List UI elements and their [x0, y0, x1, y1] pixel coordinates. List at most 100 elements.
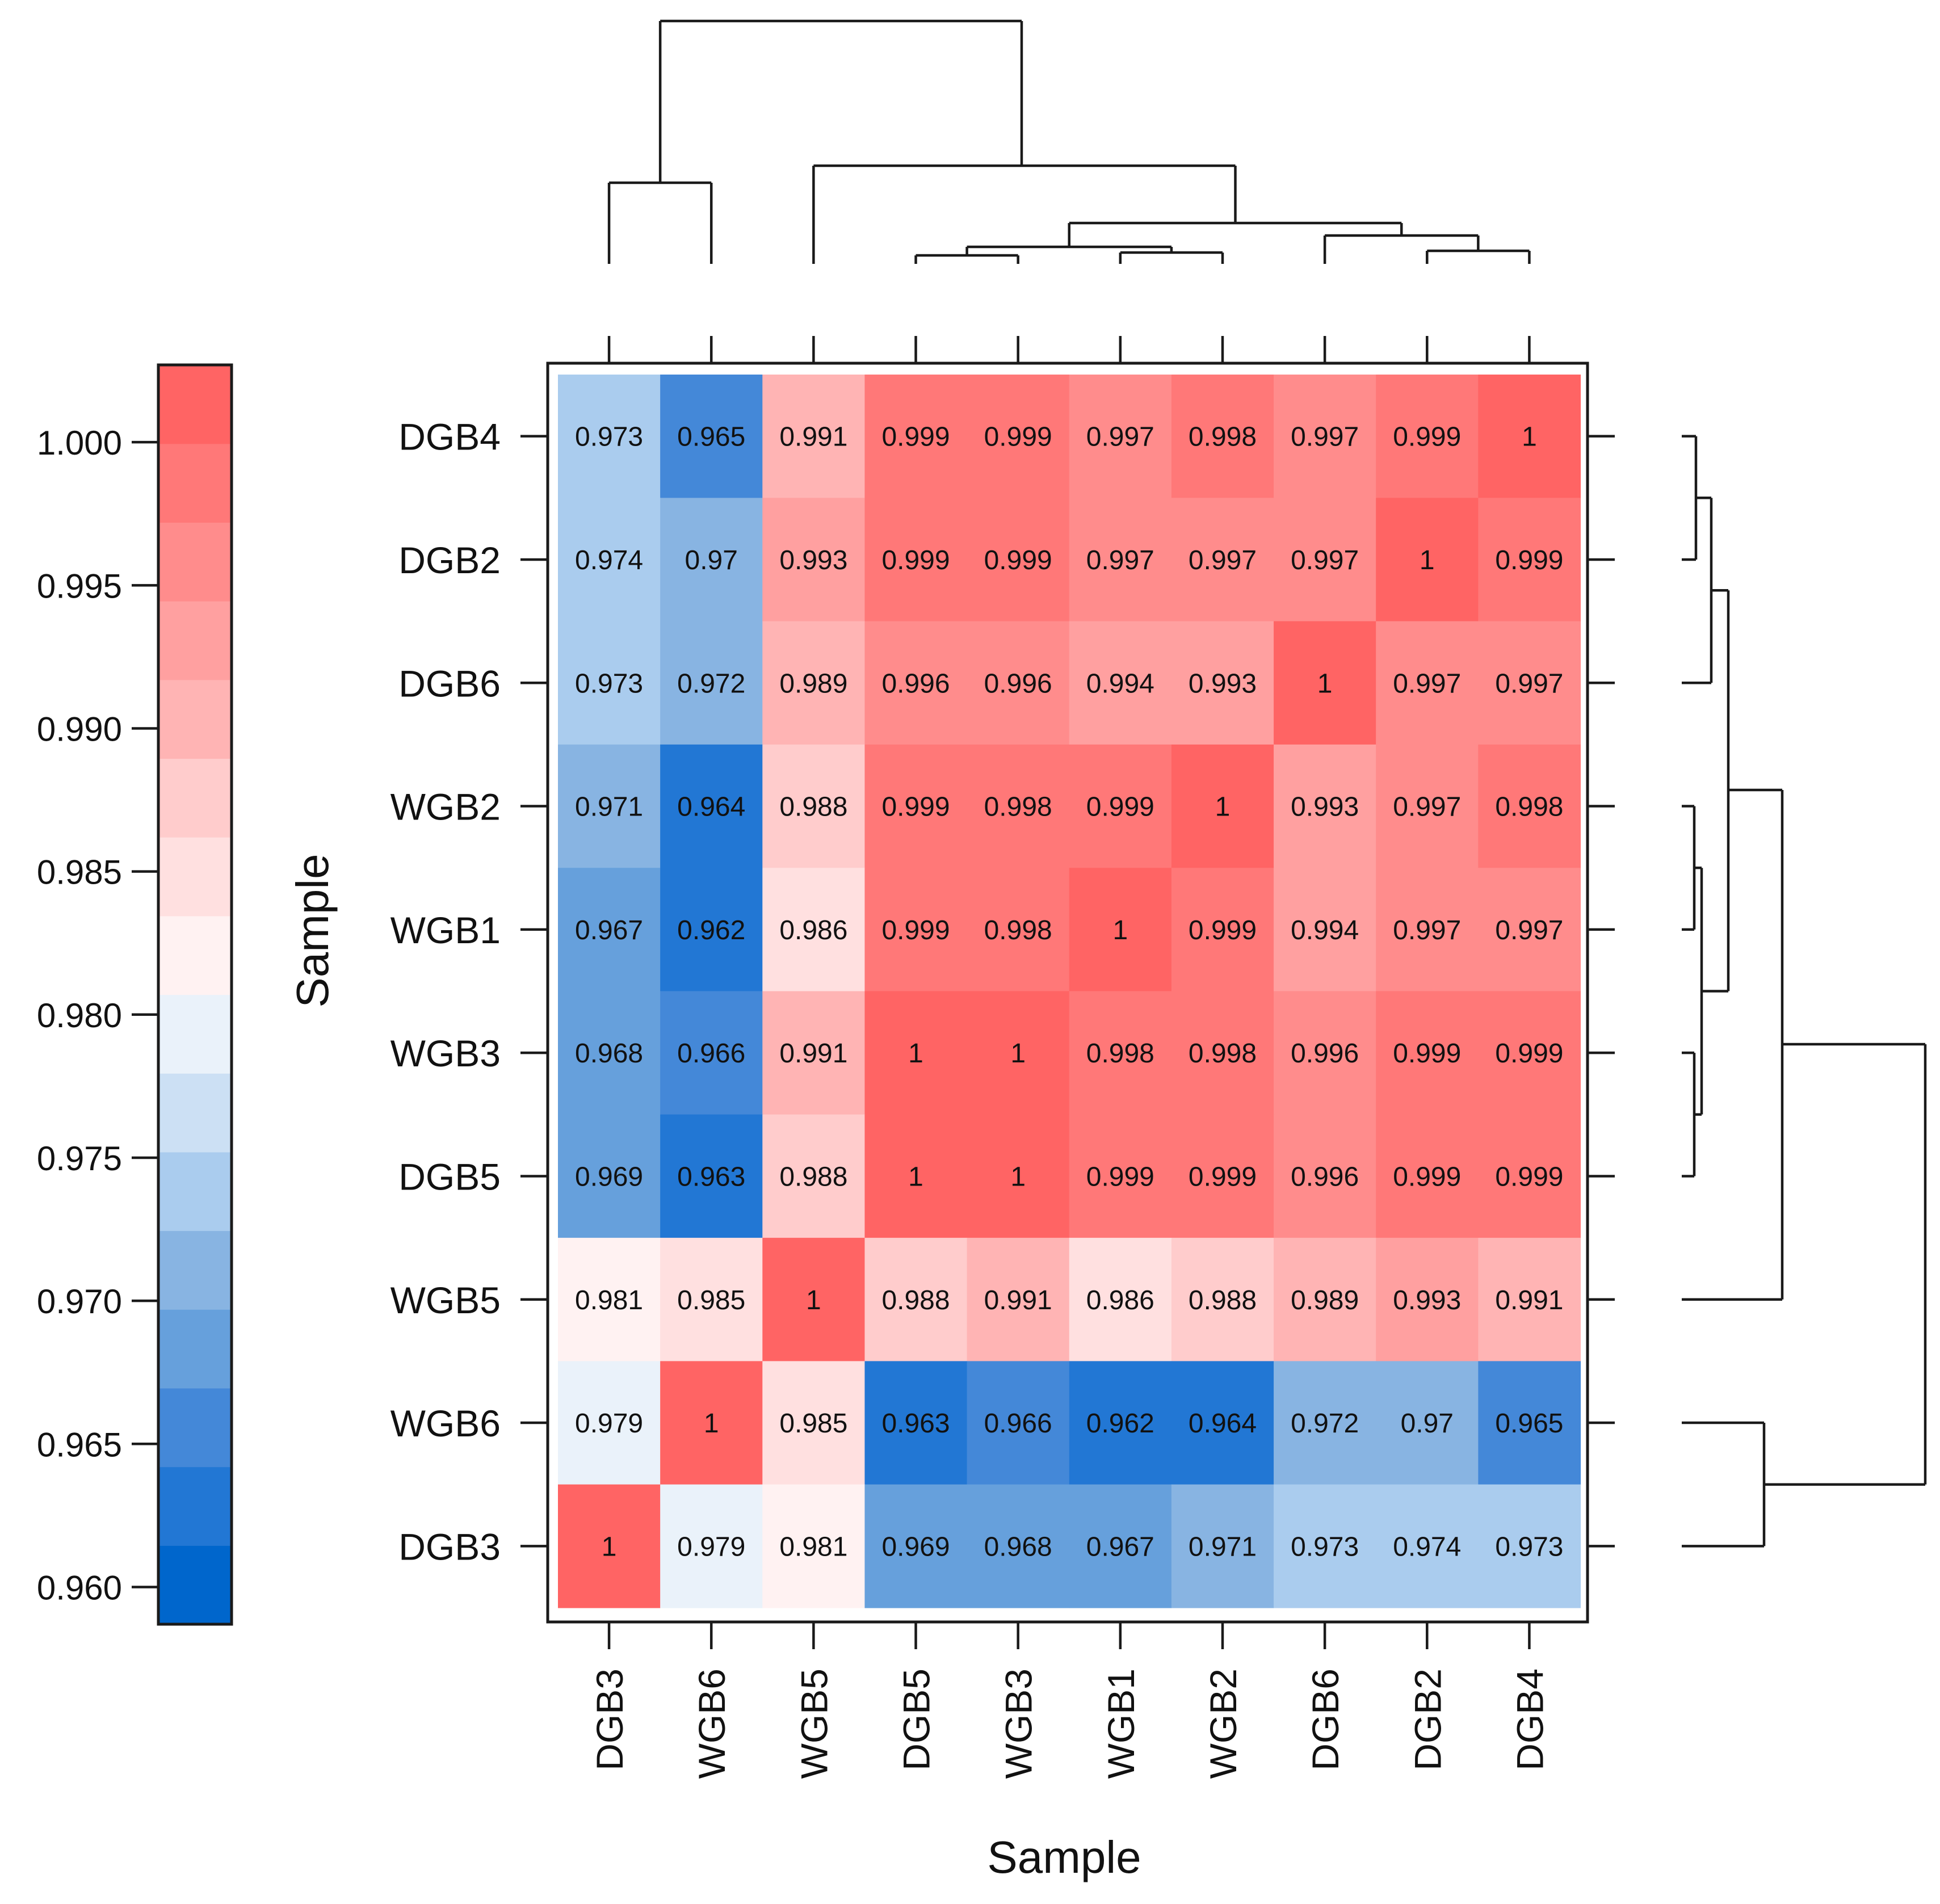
heatmap-cell [1171, 1484, 1274, 1608]
cell-value-label: 0.979 [677, 1532, 745, 1562]
heatmap-cell [1069, 1484, 1172, 1608]
cell-value-label: 0.965 [677, 422, 745, 452]
heatmap-cell [558, 1238, 661, 1361]
cell-value-label: 0.973 [575, 422, 643, 452]
heatmap-cell [1274, 1361, 1376, 1485]
cell-value-label: 0.999 [984, 422, 1052, 452]
heatmap-cell [558, 868, 661, 992]
heatmap-cell [558, 1114, 661, 1238]
cell-value-label: 0.999 [881, 545, 950, 575]
cell-value-label: 1 [1317, 669, 1333, 699]
cell-value-label: 0.974 [1393, 1532, 1461, 1562]
cell-value-label: 0.997 [1189, 545, 1257, 575]
heatmap-cell [967, 1361, 1070, 1485]
heatmap-cell [660, 744, 763, 868]
heatmap-cell [1376, 744, 1479, 868]
cell-value-label: 0.968 [575, 1039, 643, 1069]
heatmap-cell [967, 1484, 1070, 1608]
cell-value-label: 0.971 [1189, 1532, 1257, 1562]
cell-value-label: 1 [1215, 792, 1231, 822]
heatmap-cell [1171, 744, 1274, 868]
x-tick-label: WGB1 [1100, 1668, 1142, 1779]
cell-value-label: 0.999 [881, 422, 950, 452]
cell-value-label: 0.966 [677, 1039, 745, 1069]
cell-value-label: 0.965 [1495, 1409, 1563, 1439]
cell-value-label: 1 [1010, 1039, 1026, 1069]
heatmap-cell [1376, 991, 1479, 1115]
cell-value-label: 0.991 [779, 422, 847, 452]
colorbar-segment [158, 679, 232, 759]
cell-value-label: 0.973 [1495, 1532, 1563, 1562]
heatmap-cell [864, 498, 968, 622]
column-dendrogram [607, 19, 1531, 264]
cell-value-label: 0.963 [677, 1162, 745, 1192]
colorbar-segment [158, 601, 232, 680]
cell-value-label: 0.972 [677, 669, 745, 699]
heatmap-cell [1069, 621, 1172, 745]
cell-value-label: 0.981 [575, 1285, 643, 1315]
cell-value-label: 1 [1112, 915, 1128, 945]
cell-value-label: 0.997 [1086, 545, 1154, 575]
heatmap-cell [1478, 498, 1581, 622]
heatmap-cell [1069, 498, 1172, 622]
heatmap-cell [1171, 1361, 1274, 1485]
heatmap-cell [1069, 744, 1172, 868]
heatmap-cell [967, 621, 1070, 745]
cell-value-label: 1 [806, 1285, 821, 1315]
heatmap-cell [1274, 498, 1376, 622]
heatmap-cell [1376, 375, 1479, 498]
cell-value-label: 0.963 [881, 1409, 950, 1439]
heatmap-cell [558, 744, 661, 868]
axis-ticks: DGB3 WGB6 WGB5 DGB5 WGB3 WGB1 WGB2 DGB6 DGB2 DGB4… [390, 336, 1615, 1779]
cell-value-label: 0.998 [984, 792, 1052, 822]
cell-value-label: 0.996 [881, 669, 950, 699]
cell-value-label: 0.998 [1189, 422, 1257, 452]
heatmap-cell [1069, 1361, 1172, 1485]
x-tick-label: WGB3 [998, 1668, 1040, 1779]
heatmap-cells: 0.973 0.965 0.991 0.999 0.999 0.997 0.998 0.997… [558, 375, 1581, 1608]
heatmap-cell [967, 868, 1070, 992]
heatmap-cell [1478, 1484, 1581, 1608]
colorbar-tick-label: 0.985 [37, 854, 122, 892]
heatmap-cell [864, 1484, 968, 1608]
cell-value-label: 0.994 [1291, 915, 1359, 945]
cell-value-label: 0.999 [1495, 545, 1563, 575]
cell-value-label: 0.969 [575, 1162, 643, 1192]
heatmap-frame [546, 362, 1589, 1624]
cell-value-label: 0.964 [677, 792, 745, 822]
cell-value-label: 0.966 [984, 1409, 1052, 1439]
cell-value-label: 0.986 [779, 915, 847, 945]
cell-value-label: 0.968 [984, 1532, 1052, 1562]
colorbar-tick-label: 0.975 [37, 1140, 122, 1178]
heatmap-cell [967, 1114, 1070, 1238]
cell-value-label: 0.997 [1393, 669, 1461, 699]
x-axis-title: Sample [987, 1832, 1141, 1882]
cell-value-label: 0.985 [779, 1409, 847, 1439]
cell-value-label: 0.996 [984, 669, 1052, 699]
cell-value-label: 0.999 [1189, 915, 1257, 945]
x-tick-label: DGB3 [589, 1668, 631, 1771]
heatmap-cell [1274, 375, 1376, 498]
heatmap-cell [762, 1238, 866, 1361]
heatmap-cell [864, 991, 968, 1115]
cell-value-label: 0.999 [1086, 792, 1154, 822]
cell-value-label: 0.989 [779, 669, 847, 699]
cell-value-label: 0.988 [881, 1285, 950, 1315]
x-tick-label: DGB5 [896, 1668, 938, 1771]
colorbar-segment [158, 1230, 232, 1310]
cell-value-label: 1 [1420, 545, 1435, 575]
cell-value-label: 0.991 [779, 1039, 847, 1069]
heatmap-cell [1069, 1238, 1172, 1361]
heatmap-cell [1171, 868, 1274, 992]
heatmap-cell [1376, 1484, 1479, 1608]
heatmap-cell [1478, 991, 1581, 1115]
heatmap-cell [1171, 991, 1274, 1115]
heatmap-cell [864, 1114, 968, 1238]
cell-value-label: 0.988 [779, 1162, 847, 1192]
heatmap-cell [1376, 621, 1479, 745]
heatmap-cell [558, 621, 661, 745]
heatmap-cell [660, 1238, 763, 1361]
colorbar-segment [158, 758, 232, 838]
row-dendrogram [1682, 435, 1927, 1548]
